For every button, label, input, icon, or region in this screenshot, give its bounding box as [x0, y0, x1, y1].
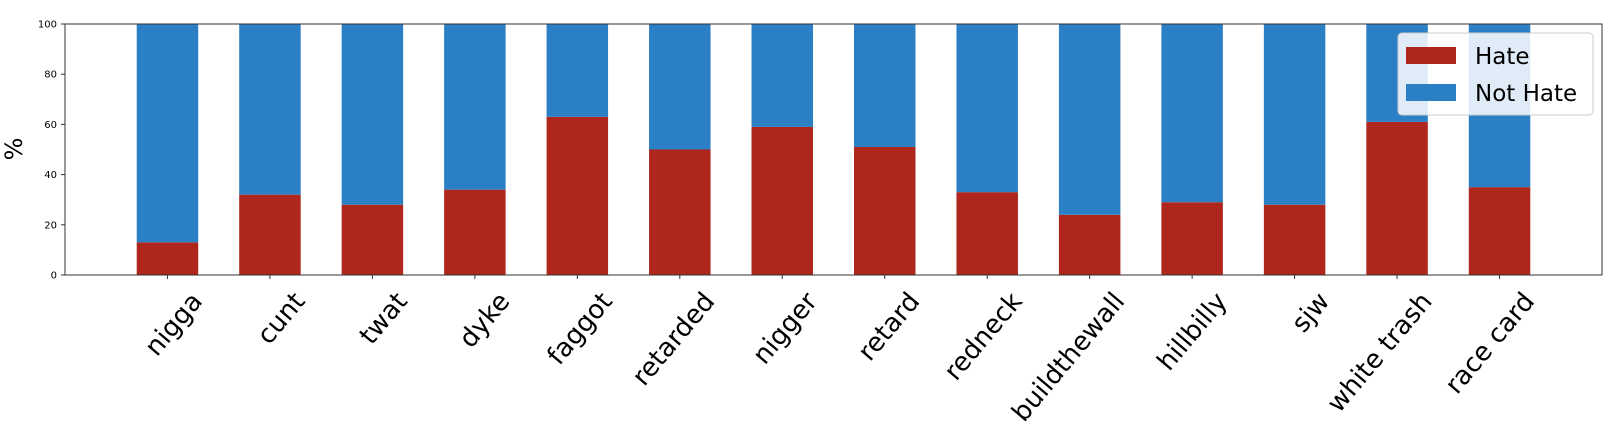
x-tick-label-twat: twat: [354, 287, 414, 350]
bar-hate-sjw: [1263, 204, 1326, 275]
y-tick-label-40: 40: [44, 170, 57, 181]
bar-not-hate-redneck: [956, 24, 1018, 193]
bar-hate-retarded: [649, 149, 711, 275]
x-tick-label-retarded: retarded: [627, 287, 722, 392]
bar-hate-nigger: [751, 126, 814, 275]
bar-not-hate-retard: [853, 24, 916, 147]
bar-not-hate-dyke: [444, 24, 506, 190]
bars-layer: [136, 24, 1531, 276]
y-tick-label-80: 80: [44, 70, 57, 81]
x-tick-label-race-card: race card: [1439, 287, 1541, 400]
x-tick-label-nigga: nigga: [139, 287, 209, 362]
x-tick-label-cunt: cunt: [251, 287, 311, 350]
x-axis: nigga cunt twat dyke faggot retarded nigger ret…: [139, 275, 1541, 423]
bar-not-hate-buildthewall: [1058, 24, 1121, 215]
bar-not-hate-faggot: [546, 24, 609, 117]
plot-frame: [64, 23, 1603, 276]
legend-label-not-hate: Not Hate: [1475, 81, 1577, 107]
x-tick-label-faggot: faggot: [542, 287, 619, 371]
bar-not-hate-sjw: [1263, 24, 1326, 205]
x-tick-label-redneck: redneck: [939, 287, 1029, 386]
x-tick-label-hillbilly: hillbilly: [1152, 287, 1234, 377]
legend-swatch-not-hate: [1406, 84, 1456, 101]
bar-hate-hillbilly: [1161, 202, 1223, 275]
bar-hate-dyke: [444, 189, 506, 275]
bar-not-hate-twat: [341, 24, 404, 205]
y-tick-label-100: 100: [38, 20, 57, 31]
bar-not-hate-hillbilly: [1161, 24, 1223, 203]
bar-hate-buildthewall: [1058, 214, 1121, 275]
bar-not-hate-retarded: [649, 24, 711, 150]
bar-not-hate-nigger: [751, 24, 814, 127]
bar-not-hate-cunt: [239, 24, 301, 195]
y-tick-label-20: 20: [44, 220, 57, 231]
bar-not-hate-nigga: [136, 24, 199, 243]
bar-hate-twat: [341, 204, 404, 275]
bar-hate-cunt: [239, 194, 301, 275]
bar-hate-white-trash: [1366, 121, 1428, 275]
y-tick-label-0: 0: [51, 271, 57, 282]
legend-label-hate: Hate: [1475, 44, 1530, 70]
x-tick-label-sjw: sjw: [1286, 287, 1336, 338]
x-tick-label-nigger: nigger: [747, 287, 824, 370]
bar-hate-nigga: [136, 242, 199, 275]
y-tick-label-60: 60: [44, 120, 57, 131]
bar-hate-faggot: [546, 116, 609, 276]
bar-hate-race-card: [1468, 187, 1531, 275]
y-axis: 0 20 40 60 80 100: [38, 20, 65, 282]
y-axis-label: %: [0, 138, 28, 161]
legend-swatch-hate: [1406, 47, 1456, 64]
bar-hate-retard: [853, 146, 916, 275]
x-tick-label-retard: retard: [852, 287, 926, 367]
x-tick-label-white-trash: white trash: [1322, 287, 1439, 418]
bar-hate-redneck: [956, 192, 1018, 275]
legend: Hate Not Hate: [1397, 32, 1594, 116]
x-tick-label-dyke: dyke: [453, 287, 516, 354]
